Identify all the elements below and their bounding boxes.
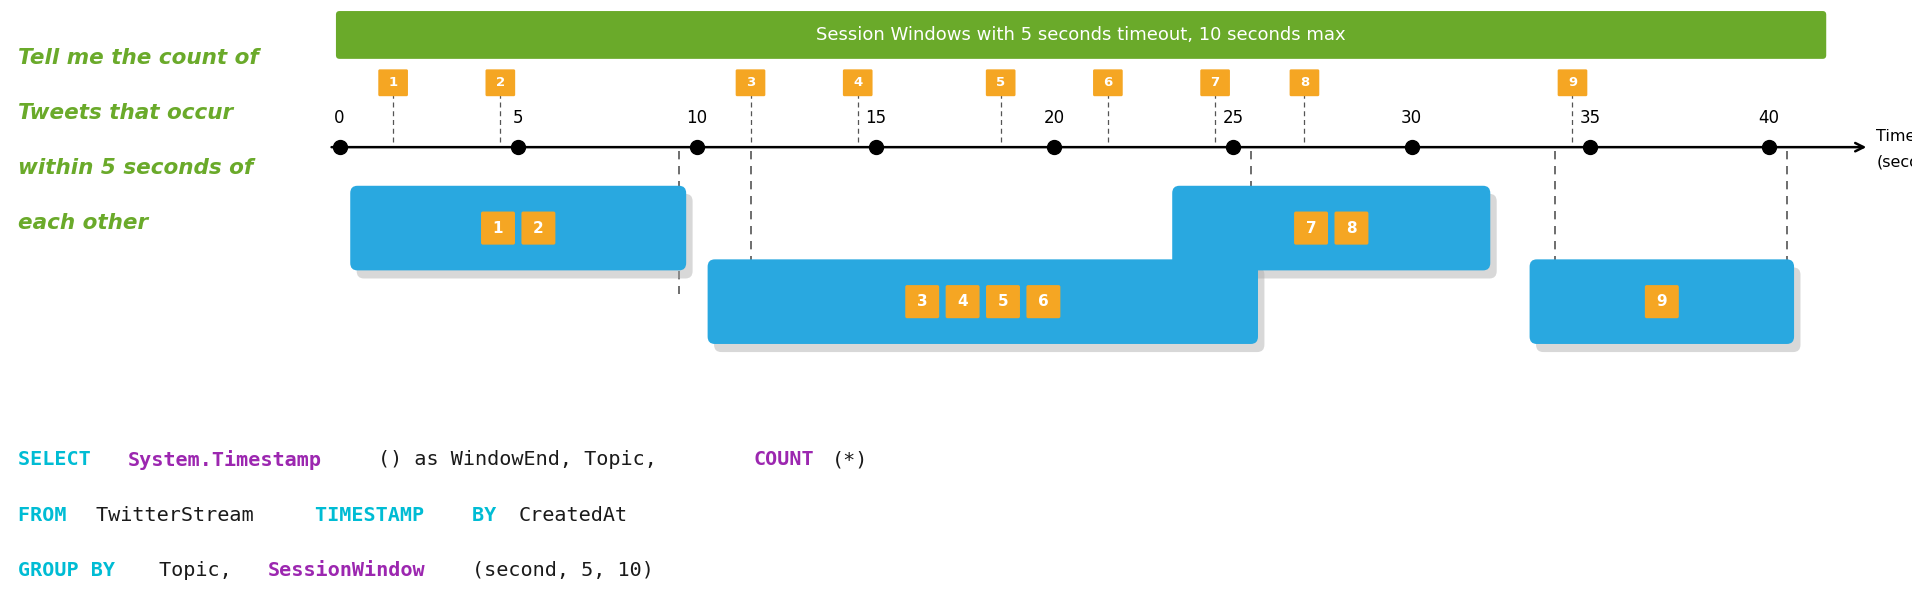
FancyBboxPatch shape xyxy=(987,285,1019,318)
Text: FROM: FROM xyxy=(17,506,78,524)
Text: 1: 1 xyxy=(493,220,503,236)
FancyBboxPatch shape xyxy=(736,69,765,96)
Text: () as WindowEnd, Topic,: () as WindowEnd, Topic, xyxy=(379,450,669,469)
Text: 4: 4 xyxy=(853,76,862,89)
Text: TIMESTAMP: TIMESTAMP xyxy=(315,506,436,524)
Text: 2: 2 xyxy=(495,76,505,89)
FancyBboxPatch shape xyxy=(482,211,514,245)
Text: TwitterStream: TwitterStream xyxy=(96,506,266,524)
Text: 4: 4 xyxy=(958,294,967,309)
Text: 6: 6 xyxy=(1103,76,1113,89)
FancyBboxPatch shape xyxy=(1289,69,1319,96)
FancyBboxPatch shape xyxy=(1294,211,1329,245)
FancyBboxPatch shape xyxy=(1644,285,1679,318)
Text: Time: Time xyxy=(1876,129,1912,144)
Text: 5: 5 xyxy=(998,294,1008,309)
Text: 20: 20 xyxy=(1044,109,1065,127)
Text: 25: 25 xyxy=(1222,109,1243,127)
Text: 5: 5 xyxy=(996,76,1006,89)
FancyBboxPatch shape xyxy=(1335,211,1369,245)
Text: BY: BY xyxy=(472,506,509,524)
Text: 7: 7 xyxy=(1306,220,1315,236)
FancyBboxPatch shape xyxy=(337,11,1826,59)
Text: System.Timestamp: System.Timestamp xyxy=(128,450,321,470)
Text: 2: 2 xyxy=(533,220,543,236)
Text: 0: 0 xyxy=(335,109,344,127)
FancyBboxPatch shape xyxy=(713,268,1264,352)
Text: SELECT: SELECT xyxy=(17,450,103,469)
FancyBboxPatch shape xyxy=(1558,69,1587,96)
Text: 6: 6 xyxy=(1038,294,1050,309)
Text: (*): (*) xyxy=(832,450,868,469)
FancyBboxPatch shape xyxy=(358,194,692,279)
Text: Topic,: Topic, xyxy=(159,561,243,580)
Text: COUNT: COUNT xyxy=(753,450,815,469)
Text: 3: 3 xyxy=(918,294,927,309)
FancyBboxPatch shape xyxy=(904,285,939,318)
FancyBboxPatch shape xyxy=(1094,69,1122,96)
Text: 35: 35 xyxy=(1579,109,1600,127)
Text: Tell me the count of: Tell me the count of xyxy=(17,48,258,68)
Text: 8: 8 xyxy=(1300,76,1310,89)
Text: Tweets that occur: Tweets that occur xyxy=(17,103,233,123)
FancyBboxPatch shape xyxy=(1172,186,1489,270)
Text: 8: 8 xyxy=(1346,220,1358,236)
FancyBboxPatch shape xyxy=(486,69,514,96)
Text: each other: each other xyxy=(17,214,147,233)
FancyBboxPatch shape xyxy=(1178,194,1497,279)
Text: (second, 5, 10): (second, 5, 10) xyxy=(472,561,654,580)
Text: within 5 seconds of: within 5 seconds of xyxy=(17,158,252,178)
FancyBboxPatch shape xyxy=(946,285,979,318)
FancyBboxPatch shape xyxy=(1027,285,1061,318)
FancyBboxPatch shape xyxy=(707,259,1258,344)
Text: 15: 15 xyxy=(864,109,885,127)
Text: 30: 30 xyxy=(1401,109,1423,127)
Text: CreatedAt: CreatedAt xyxy=(518,506,627,524)
Text: 9: 9 xyxy=(1568,76,1577,89)
Text: Session Windows with 5 seconds timeout, 10 seconds max: Session Windows with 5 seconds timeout, … xyxy=(816,26,1346,44)
FancyBboxPatch shape xyxy=(1530,259,1793,344)
Text: GROUP BY: GROUP BY xyxy=(17,561,126,580)
Text: 40: 40 xyxy=(1759,109,1780,127)
Text: 1: 1 xyxy=(388,76,398,89)
FancyBboxPatch shape xyxy=(1535,268,1801,352)
Text: 10: 10 xyxy=(686,109,707,127)
FancyBboxPatch shape xyxy=(987,69,1015,96)
Text: 5: 5 xyxy=(512,109,524,127)
FancyBboxPatch shape xyxy=(522,211,554,245)
FancyBboxPatch shape xyxy=(1201,69,1229,96)
Text: (second): (second) xyxy=(1876,154,1912,169)
Text: 3: 3 xyxy=(746,76,755,89)
FancyBboxPatch shape xyxy=(379,69,407,96)
Text: 9: 9 xyxy=(1656,294,1667,309)
FancyBboxPatch shape xyxy=(350,186,686,270)
FancyBboxPatch shape xyxy=(843,69,872,96)
Text: 7: 7 xyxy=(1210,76,1220,89)
Text: SessionWindow: SessionWindow xyxy=(268,561,426,580)
